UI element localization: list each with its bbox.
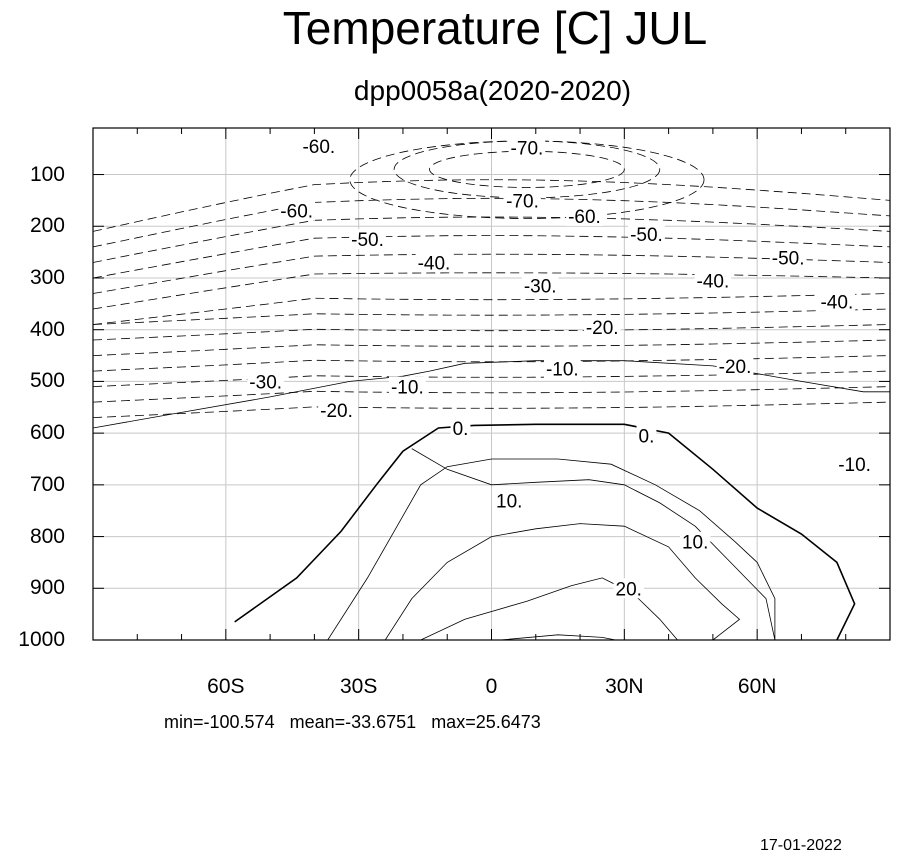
contour-level-20-1 — [500, 634, 616, 641]
x-tick-label: 0 — [485, 675, 498, 698]
negative-contour-11 — [92, 370, 891, 387]
contour-label-17: -10. — [391, 378, 424, 399]
contour-label-bg-1 — [508, 137, 546, 158]
contour-label-11: -30. — [524, 277, 557, 298]
contour-label-bg-16 — [543, 358, 581, 379]
contour-label-bg-14 — [318, 399, 355, 420]
contour-label-bg-17 — [388, 376, 426, 397]
contour-label-bg-15 — [247, 371, 285, 392]
contour-label-8: -40. — [418, 253, 451, 274]
y-tick-label: 100 — [29, 162, 65, 186]
stat-spacer-2: max= — [416, 712, 476, 732]
y-tick-label: 900 — [29, 576, 65, 600]
negative-contour-4 — [92, 253, 891, 294]
stat-min-label: min= — [164, 712, 204, 732]
contour-level-0-5 — [234, 423, 856, 641]
negative-contour-13 — [92, 401, 891, 418]
contour-label-bg-18 — [836, 454, 873, 475]
y-tick-label: 800 — [29, 524, 65, 548]
contour-label-bg-5 — [349, 229, 386, 250]
contour-label-21: 10. — [496, 491, 522, 512]
contour-label-bg-19 — [450, 417, 471, 438]
contour-label-bg-3 — [504, 190, 541, 211]
negative-contour-9 — [92, 339, 891, 356]
contour-label-bg-2 — [278, 200, 316, 221]
contour-label-bg-12 — [583, 317, 621, 338]
contour-label-23: 20. — [616, 579, 642, 600]
cold-core-contour-0 — [429, 150, 625, 188]
contour-label-10: -40. — [820, 292, 853, 313]
stat-max: 25.6473 — [475, 712, 541, 732]
contour-label-bg-9 — [694, 270, 732, 291]
contour-label-bg-8 — [415, 252, 453, 273]
contour-label-2: -60. — [280, 202, 313, 223]
contour-level-10-4 — [327, 458, 776, 641]
y-tick-label: 500 — [29, 369, 65, 393]
contour-label-5: -50. — [351, 230, 384, 251]
stat-mean: -33.6751 — [345, 712, 417, 732]
y-tick-label: 200 — [29, 214, 65, 238]
contour-label-1: -70. — [511, 139, 544, 160]
negative-contour-12 — [92, 386, 891, 403]
contour-level-10-3 — [411, 448, 776, 641]
contour-level-20-0 — [420, 577, 678, 641]
contour-label-13: -20. — [719, 357, 752, 378]
contour-label-bg-20 — [636, 425, 657, 446]
chart-title: Temperature [C] JUL — [282, 2, 708, 54]
stats-line: min=-100.574 mean=-33.6751 max=25.6473 — [164, 711, 541, 733]
contour-label-bg-11 — [521, 275, 559, 296]
contour-label-22: 10. — [682, 533, 708, 554]
negative-contour-7 — [92, 308, 891, 325]
contour-label-14: -20. — [320, 401, 353, 422]
contour-label-7: -50. — [772, 248, 805, 269]
contour-label-4: -60. — [568, 207, 601, 228]
contour-label-bg-21 — [494, 490, 525, 511]
contour-label-12: -20. — [586, 318, 619, 339]
contour-label-bg-23 — [613, 578, 644, 599]
x-tick-label: 60S — [207, 675, 245, 698]
contour-label-bg-0 — [300, 136, 338, 157]
plot-frame — [92, 127, 891, 641]
contour-level-10-2 — [384, 523, 741, 641]
stat-min: -100.574 — [203, 712, 275, 732]
contour-label-15: -30. — [249, 372, 282, 393]
y-tick-label: 300 — [29, 265, 65, 289]
x-tick-label: 30S — [339, 675, 378, 698]
contour-label-bg-10 — [818, 291, 856, 312]
contour-label-0: -60. — [302, 137, 335, 158]
contour-label-bg-6 — [628, 224, 665, 245]
negative-contour-8 — [92, 324, 891, 341]
x-tick-label: 60N — [737, 675, 777, 698]
contour-label-3: -70. — [506, 191, 539, 212]
contour-label-6: -50. — [630, 225, 663, 246]
y-tick-label: 400 — [29, 317, 65, 341]
y-tick-label: 700 — [29, 472, 65, 496]
chart-subtitle: dpp0058a(2020-2020) — [353, 75, 632, 106]
stat-spacer: mean= — [274, 712, 346, 732]
x-tick-label: 30N — [605, 675, 644, 698]
contour-label-bg-13 — [716, 355, 754, 376]
negative-contour-10 — [92, 355, 891, 372]
y-tick-label: 600 — [29, 421, 65, 445]
contour-label-9: -40. — [697, 272, 730, 293]
negative-contour-6 — [92, 293, 891, 325]
contour-label-18: -10. — [838, 455, 871, 476]
contour-label-16: -10. — [546, 359, 579, 380]
contour-label-bg-4 — [566, 205, 603, 226]
contour-level--10-6 — [92, 360, 890, 429]
contour-label-20: 0. — [639, 427, 655, 448]
contour-label-19: 0. — [453, 419, 469, 440]
negative-contour-5 — [92, 272, 891, 310]
plot-date: 17-01-2022 — [760, 837, 842, 854]
contour-label-bg-22 — [679, 531, 711, 552]
contour-label-bg-7 — [769, 247, 807, 268]
y-tick-label: 1000 — [18, 628, 65, 651]
